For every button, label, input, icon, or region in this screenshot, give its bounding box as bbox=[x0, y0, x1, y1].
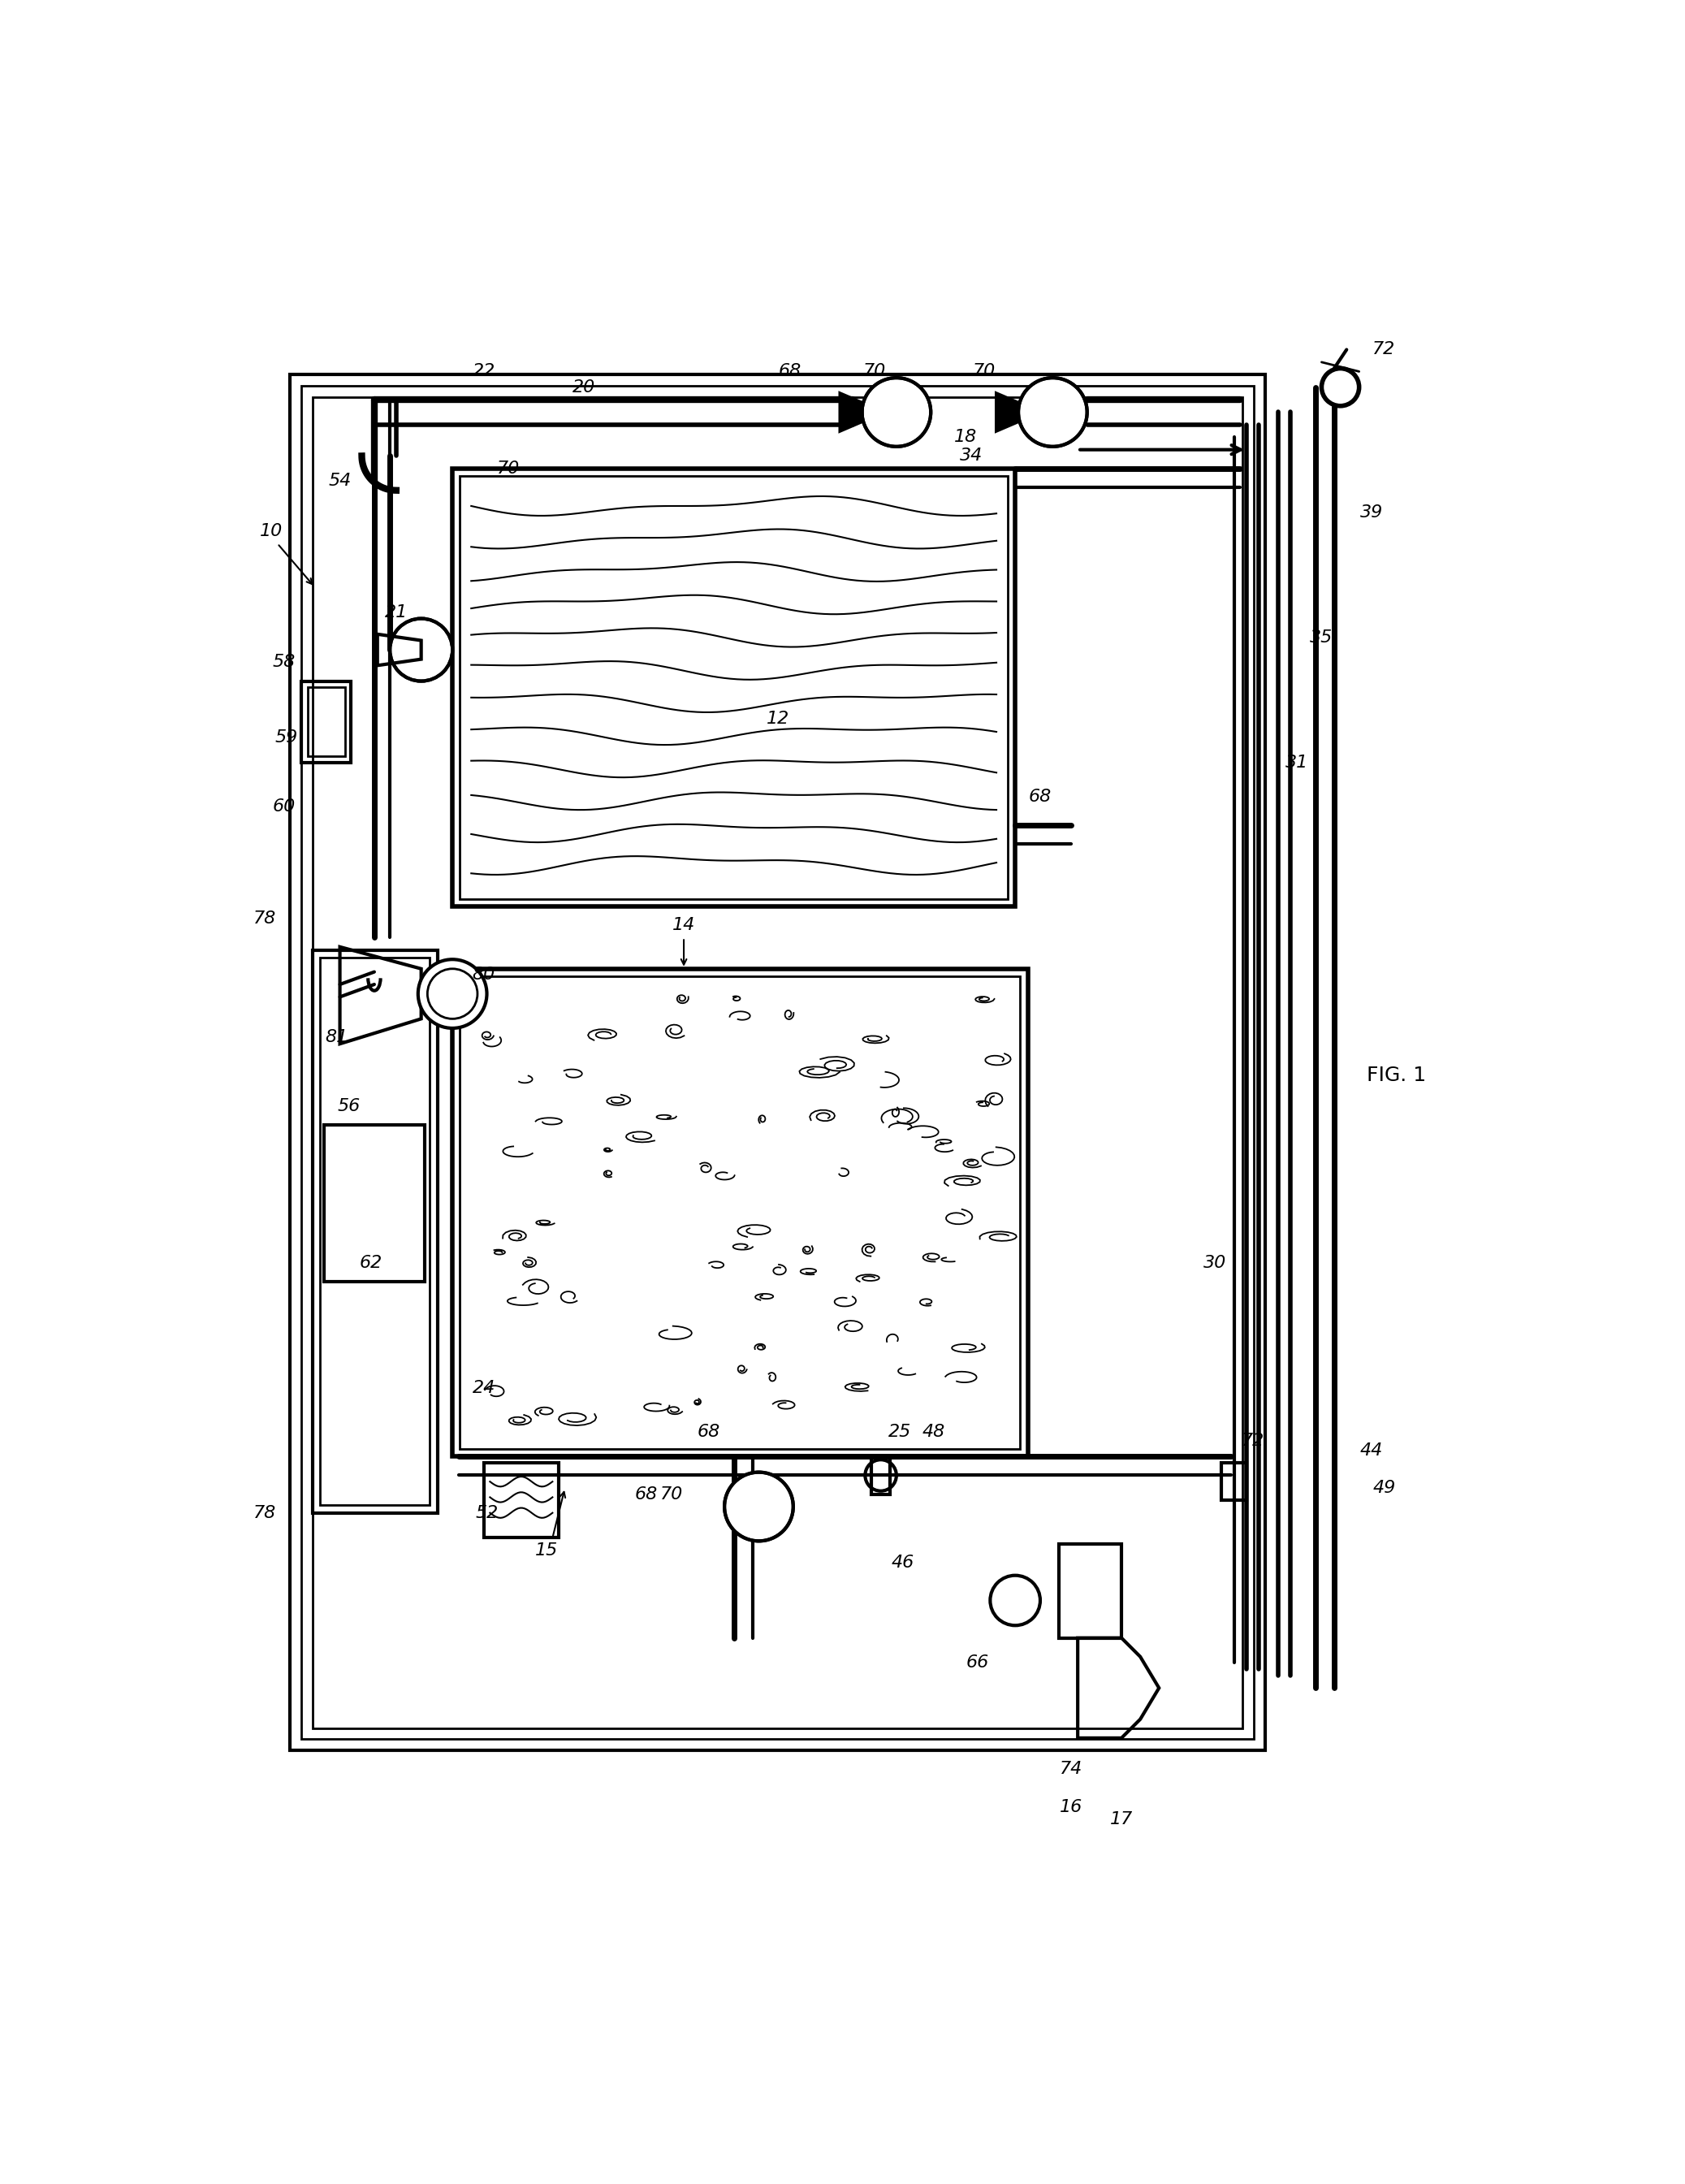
Bar bbox=[307, 688, 345, 756]
Bar bbox=[312, 397, 1244, 1728]
Text: 78: 78 bbox=[253, 1505, 276, 1520]
Text: 62: 62 bbox=[359, 1254, 382, 1271]
Text: 70: 70 bbox=[972, 363, 996, 380]
Text: 56: 56 bbox=[337, 1099, 361, 1114]
Text: 52: 52 bbox=[475, 1505, 499, 1520]
Text: 17: 17 bbox=[1110, 1811, 1132, 1828]
Text: 18: 18 bbox=[954, 428, 977, 446]
Text: 70: 70 bbox=[863, 363, 886, 380]
Bar bbox=[453, 970, 1028, 1457]
Text: 25: 25 bbox=[888, 1424, 912, 1439]
Text: 68: 68 bbox=[635, 1485, 657, 1503]
Text: 16: 16 bbox=[1060, 1800, 1083, 1815]
Text: 72: 72 bbox=[1373, 341, 1395, 358]
Circle shape bbox=[389, 618, 453, 681]
Text: 34: 34 bbox=[960, 448, 982, 463]
Polygon shape bbox=[841, 393, 863, 430]
Text: 68: 68 bbox=[698, 1424, 719, 1439]
Bar bbox=[484, 1463, 559, 1538]
Text: 15: 15 bbox=[534, 1542, 558, 1559]
Text: 68: 68 bbox=[1030, 788, 1051, 806]
Circle shape bbox=[1321, 369, 1360, 406]
Text: 35: 35 bbox=[1311, 629, 1333, 646]
Text: 30: 30 bbox=[1203, 1254, 1227, 1271]
Text: 22: 22 bbox=[472, 363, 495, 380]
Text: 72: 72 bbox=[1242, 1433, 1264, 1448]
Text: 39: 39 bbox=[1360, 505, 1383, 520]
Text: 74: 74 bbox=[1060, 1760, 1083, 1778]
Circle shape bbox=[863, 378, 930, 446]
Bar bbox=[312, 950, 438, 1514]
Text: 59: 59 bbox=[275, 729, 298, 745]
Text: 44: 44 bbox=[1360, 1441, 1383, 1459]
Bar bbox=[1058, 1544, 1122, 1638]
Bar bbox=[453, 467, 1014, 906]
Text: 81: 81 bbox=[325, 1029, 349, 1046]
Text: 49: 49 bbox=[1373, 1481, 1395, 1496]
Bar bbox=[460, 476, 1008, 900]
Circle shape bbox=[725, 1472, 794, 1542]
Bar bbox=[302, 681, 350, 762]
Text: 46: 46 bbox=[891, 1555, 913, 1570]
Bar bbox=[460, 976, 1019, 1448]
Text: 66: 66 bbox=[966, 1655, 989, 1671]
Text: 10: 10 bbox=[259, 522, 283, 539]
Text: 31: 31 bbox=[1286, 753, 1308, 771]
Circle shape bbox=[1018, 378, 1087, 446]
Bar bbox=[1222, 1463, 1247, 1500]
Text: 24: 24 bbox=[472, 1380, 495, 1396]
Bar bbox=[290, 376, 1265, 1752]
Text: 60: 60 bbox=[273, 797, 295, 815]
Text: 20: 20 bbox=[573, 380, 595, 395]
Text: 78: 78 bbox=[253, 911, 276, 926]
Bar bbox=[871, 1457, 890, 1494]
Text: 70: 70 bbox=[661, 1485, 682, 1503]
Text: 80: 80 bbox=[472, 968, 495, 983]
Circle shape bbox=[991, 1575, 1040, 1625]
Text: 54: 54 bbox=[329, 474, 352, 489]
Bar bbox=[324, 1125, 425, 1282]
Text: 58: 58 bbox=[273, 655, 295, 670]
Text: 14: 14 bbox=[672, 917, 696, 933]
Polygon shape bbox=[996, 393, 1018, 430]
Bar bbox=[302, 387, 1254, 1738]
Text: 48: 48 bbox=[922, 1424, 945, 1439]
Bar bbox=[320, 957, 430, 1505]
Text: FIG. 1: FIG. 1 bbox=[1367, 1066, 1426, 1085]
Text: 21: 21 bbox=[384, 605, 408, 620]
Circle shape bbox=[418, 959, 487, 1029]
Text: 12: 12 bbox=[767, 710, 789, 727]
Text: 70: 70 bbox=[497, 461, 521, 476]
Text: 68: 68 bbox=[778, 363, 802, 380]
